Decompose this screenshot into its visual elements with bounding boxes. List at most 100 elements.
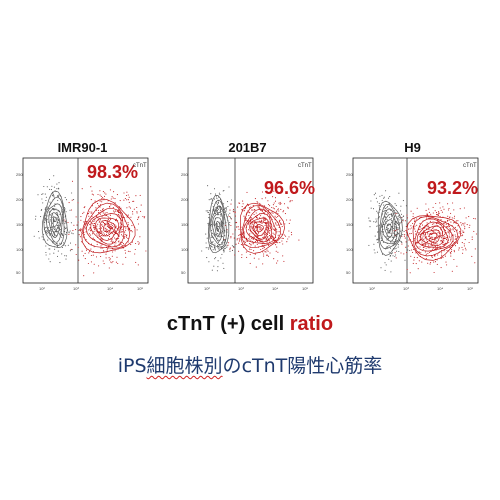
scatter-point: [140, 204, 142, 206]
scatter-point: [273, 233, 275, 235]
scatter-point: [432, 230, 434, 232]
scatter-point: [414, 228, 416, 230]
scatter-point: [425, 236, 427, 238]
scatter-point: [129, 227, 131, 229]
scatter-point: [269, 252, 271, 254]
scatter-point: [229, 222, 231, 224]
scatter-point: [379, 209, 381, 211]
plot-frame: [22, 157, 149, 284]
scatter-point: [250, 227, 252, 229]
scatter-point: [448, 233, 450, 235]
scatter-point: [266, 254, 268, 256]
scatter-point: [373, 194, 375, 196]
scatter-point: [40, 216, 42, 218]
scatter-point: [105, 215, 107, 217]
scatter-point: [65, 255, 68, 257]
scatter-point: [395, 234, 397, 237]
scatter-point: [421, 233, 424, 235]
scatter-point: [453, 251, 455, 253]
scatter-point: [416, 207, 418, 209]
scatter-point: [137, 217, 139, 219]
scatter-point: [419, 238, 421, 240]
scatter-point: [34, 218, 37, 220]
scatter-point: [136, 229, 138, 231]
scatter-point: [468, 226, 470, 229]
scatter-point: [453, 222, 455, 224]
scatter-point: [89, 228, 91, 230]
scatter-point: [58, 194, 60, 196]
scatter-point: [386, 219, 388, 221]
scatter-point: [265, 251, 267, 253]
y-tick-label: 200: [16, 197, 23, 202]
scatter-point: [403, 235, 405, 237]
scatter-point: [446, 226, 448, 228]
scatter-point: [416, 257, 418, 259]
scatter-point: [427, 224, 429, 226]
x-ticks: 10² 10³ 10⁴ 10⁵: [39, 286, 143, 291]
scatter-point: [79, 236, 81, 238]
scatter-point: [268, 229, 270, 231]
scatter-point: [95, 207, 97, 209]
scatter-point: [128, 201, 130, 203]
y-tick-label: 100: [16, 247, 23, 252]
scatter-point: [234, 215, 236, 217]
scatter-point: [55, 243, 57, 245]
scatter-point: [290, 231, 292, 233]
scatter-point: [243, 233, 245, 235]
scatter-point: [456, 242, 458, 245]
scatter-point: [381, 194, 383, 196]
scatter-point: [230, 235, 232, 238]
contour-line: [214, 217, 222, 237]
scatter-point: [281, 233, 283, 235]
scatter-point: [125, 194, 128, 197]
scatter-point: [226, 201, 229, 203]
scatter-point: [80, 229, 82, 231]
scatter-point: [435, 240, 437, 242]
scatter-point: [120, 243, 122, 245]
scatter-point: [100, 195, 102, 197]
scatter-point: [67, 221, 69, 224]
scatter-point: [90, 248, 92, 250]
scatter-point: [126, 236, 128, 238]
scatter-point: [46, 218, 48, 220]
scatter-point: [257, 202, 259, 204]
scatter-point: [122, 263, 124, 265]
scatter-point: [422, 233, 425, 235]
scatter-point: [248, 220, 250, 222]
scatter-point: [65, 222, 67, 224]
scatter-point: [426, 222, 428, 224]
scatter-point: [398, 219, 400, 221]
scatter-point: [208, 217, 210, 219]
scatter-point: [93, 220, 95, 222]
scatter-point: [383, 196, 385, 198]
scatter-point: [260, 226, 262, 229]
scatter-point: [119, 200, 121, 202]
scatter-point: [426, 239, 428, 241]
scatter-point: [238, 234, 240, 236]
scatter-point: [386, 239, 388, 241]
scatter-point: [461, 224, 463, 226]
scatter-point: [403, 230, 405, 232]
scatter-point: [395, 222, 398, 224]
scatter-point: [236, 239, 238, 241]
scatter-point: [381, 236, 383, 238]
scatter-point: [243, 215, 245, 217]
scatter-point: [62, 234, 64, 237]
scatter-point: [225, 207, 227, 209]
scatter-point: [137, 264, 139, 266]
scatter-point: [283, 260, 285, 262]
scatter-point: [409, 249, 411, 252]
scatter-point: [128, 196, 130, 198]
scatter-point: [384, 209, 386, 211]
contour-line: [82, 202, 131, 249]
scatter-point: [254, 220, 256, 223]
scatter-point: [419, 246, 421, 248]
scatter-point: [420, 239, 422, 241]
scatter-point: [217, 214, 219, 216]
scatter-point: [109, 228, 111, 230]
scatter-point: [238, 228, 240, 230]
scatter-point: [57, 220, 59, 222]
y-tick-label: 250: [346, 172, 353, 177]
scatter-point: [424, 242, 426, 244]
scatter-point: [78, 259, 80, 261]
